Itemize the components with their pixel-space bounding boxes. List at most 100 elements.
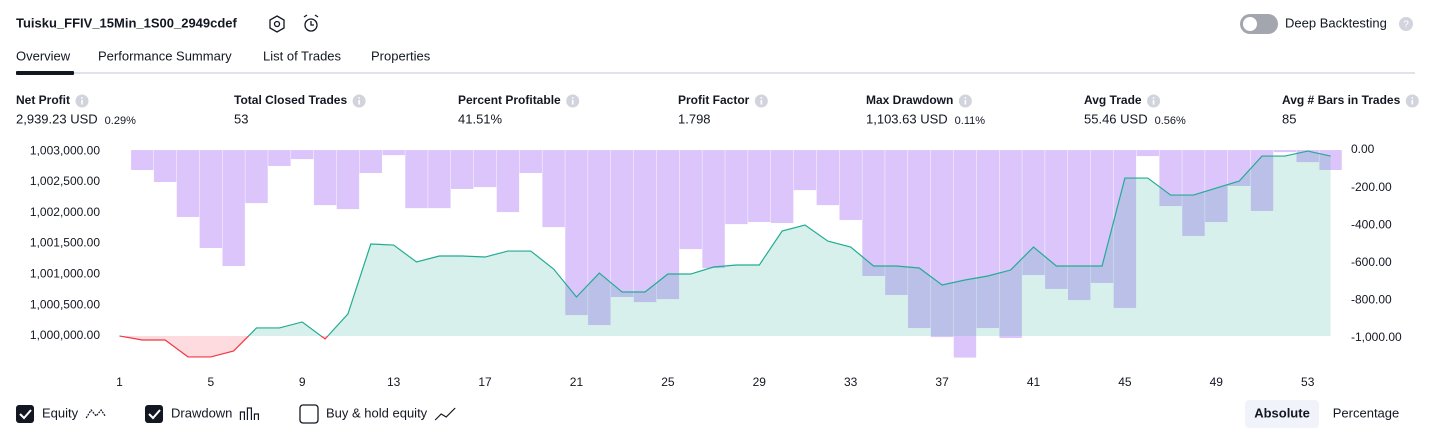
equity-area	[119, 151, 1331, 357]
info-glyph	[358, 100, 360, 105]
drawdown-bar	[816, 150, 840, 206]
x-tick-label: 25	[661, 375, 675, 389]
drawdown-bar	[565, 150, 588, 316]
legend-label: Equity	[42, 405, 79, 420]
drawdown-bar	[770, 150, 794, 223]
drawdown-bar	[679, 150, 702, 250]
info-dot	[571, 97, 574, 99]
drawdown-bar	[268, 150, 291, 167]
info-icon[interactable]	[352, 94, 366, 108]
drawdown-bar	[1068, 150, 1091, 301]
y2-tick-label: -800.00	[1351, 293, 1392, 307]
drawdown-bar	[519, 150, 542, 173]
legend-checkbox[interactable]	[145, 405, 163, 423]
y-tick-label: 1,002,000.00	[30, 205, 100, 219]
metric-label: Max Drawdown	[866, 93, 953, 107]
legend-checkbox[interactable]	[299, 404, 319, 424]
drawdown-bar	[428, 150, 451, 209]
alert-icon[interactable]	[303, 14, 319, 32]
tab[interactable]: Properties	[371, 48, 431, 63]
checkmark	[148, 409, 161, 420]
y2-tick-label: -1,000.00	[1351, 330, 1402, 344]
y-tick-label: 1,001,500.00	[30, 236, 100, 250]
help-icon[interactable]: ?	[1399, 17, 1413, 31]
legend-icon	[434, 407, 456, 421]
metric-value: 41.51%	[458, 111, 503, 126]
active-tab-indicator	[16, 71, 74, 75]
drawdown-bar	[222, 150, 245, 267]
info-dot	[964, 97, 967, 99]
deep-backtesting-toggle[interactable]	[1240, 14, 1278, 34]
info-icon[interactable]	[75, 94, 89, 108]
drawdown-bar	[610, 150, 634, 298]
drawdown-bar	[336, 150, 360, 210]
x-tick-label: 49	[1210, 375, 1224, 389]
x-tick-label: 1	[116, 375, 123, 389]
checkbox	[16, 405, 34, 423]
metric-label: Total Closed Trades	[234, 93, 347, 107]
x-tick-label: 53	[1301, 375, 1315, 389]
info-dot	[1152, 97, 1155, 99]
drawdown-bar	[702, 150, 725, 269]
metric-value: 2,939.23 USD	[16, 111, 98, 126]
legend-checkbox[interactable]	[16, 405, 34, 423]
metric-label: Avg # Bars in Trades	[1282, 93, 1401, 107]
info-glyph	[81, 100, 83, 105]
info-icon[interactable]	[1405, 94, 1419, 108]
drawdown-bar	[885, 150, 908, 295]
drawdown-bar	[199, 150, 223, 248]
tab[interactable]: Performance Summary	[98, 48, 232, 63]
equity-line	[119, 150, 1331, 358]
mode-button[interactable]: Absolute	[1254, 405, 1310, 420]
info-icon[interactable]	[1147, 94, 1161, 108]
info-dot	[358, 97, 361, 99]
legend-label: Drawdown	[171, 405, 232, 420]
tab[interactable]: Overview	[16, 48, 71, 63]
settings-icon[interactable]	[269, 15, 285, 33]
info-icon[interactable]	[566, 94, 580, 108]
drawdown-bar	[176, 150, 200, 217]
drawdown-bar	[1273, 150, 1297, 153]
checkbox	[299, 404, 319, 424]
info-glyph	[1411, 100, 1414, 105]
mode-button[interactable]: Percentage	[1333, 405, 1400, 420]
y2-tick-label: -400.00	[1351, 217, 1392, 231]
info-glyph	[760, 100, 763, 105]
metric-value: 85	[1282, 111, 1296, 126]
legend-icon	[239, 407, 260, 420]
drawdown-bar	[405, 150, 428, 209]
x-tick-label: 45	[1118, 375, 1132, 389]
drawdown-bar	[862, 150, 885, 276]
drawdown-bar	[1022, 150, 1045, 276]
drawdown-bar	[748, 150, 771, 223]
info-glyph	[571, 100, 574, 105]
drawdown-bar	[473, 150, 497, 188]
info-icon[interactable]	[958, 94, 972, 108]
drawdown-bar	[382, 150, 405, 156]
x-tick-label: 29	[753, 375, 767, 389]
y-tick-label: 1,000,000.00	[30, 328, 100, 342]
drawdown-bar	[496, 150, 520, 213]
absolute-button-bg[interactable]	[1245, 400, 1319, 428]
metric-label: Avg Trade	[1084, 93, 1142, 107]
drawdown-bar	[725, 150, 748, 225]
drawdown-bar	[451, 150, 474, 189]
tab-divider	[16, 72, 1415, 74]
metric-value: 55.46 USD	[1084, 111, 1148, 126]
drawdown-bar	[839, 150, 862, 220]
x-tick-label: 13	[387, 375, 401, 389]
strategy-title: Tuisku_FFIV_15Min_1S00_2949cdef	[16, 15, 238, 30]
drawdown-bar	[131, 150, 154, 170]
drawdown-bar	[542, 150, 565, 228]
x-tick-label: 21	[570, 375, 584, 389]
legend-label: Buy & hold equity	[326, 405, 428, 420]
info-icon[interactable]	[754, 94, 768, 108]
svg-text:?: ?	[1403, 20, 1409, 31]
metric-percent: 0.29%	[105, 115, 136, 127]
drawdown-bar	[656, 150, 680, 300]
y2-tick-label: -600.00	[1351, 255, 1392, 269]
metric-value: 1.798	[678, 111, 711, 126]
info-dot	[81, 97, 83, 99]
tab[interactable]: List of Trades	[263, 48, 342, 63]
